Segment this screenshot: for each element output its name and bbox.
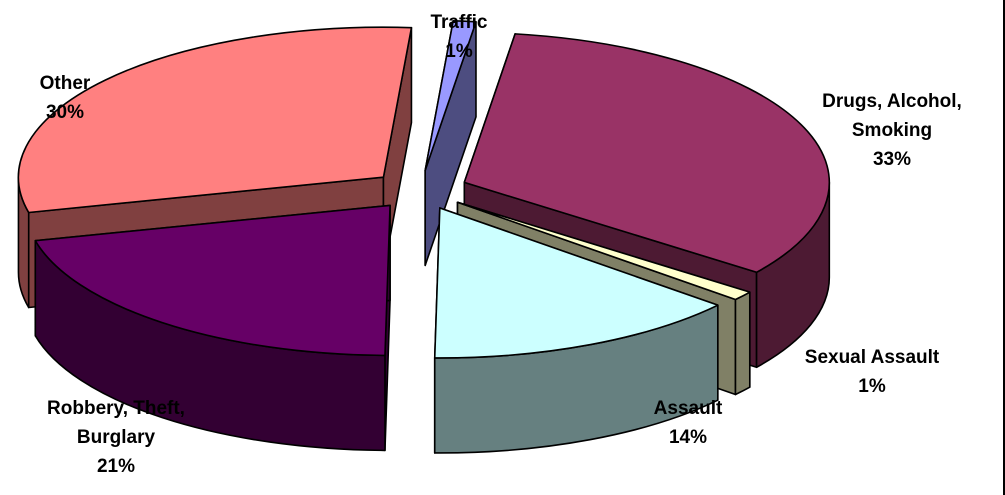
data-label-sexual-assault-name: Sexual Assault: [804, 347, 940, 368]
data-label-sexual-assault-percent: 1%: [858, 376, 886, 397]
slice-top-other: [17, 26, 413, 214]
data-label-robbery-name-line1: Robbery, Theft,: [47, 398, 185, 419]
slice-top-robbery-theft-burglary: [34, 204, 391, 357]
data-label-robbery-name-line2: Burglary: [76, 427, 156, 448]
data-label-traffic: Traffic 1%: [404, 8, 514, 66]
slice-assault: [433, 207, 719, 454]
data-label-other: Other 30%: [0, 69, 130, 127]
data-label-assault-percent: 14%: [668, 427, 708, 448]
slice-top-sexual-assault: [456, 201, 751, 301]
data-label-sexual-assault: Sexual Assault 1%: [772, 343, 972, 401]
data-label-drugs-name-line1: Drugs, Alcohol,: [822, 91, 962, 112]
data-label-traffic-percent: 1%: [445, 41, 473, 62]
data-label-robbery-theft-burglary: Robbery, Theft, Burglary 21%: [6, 394, 226, 481]
data-label-assault-name: Assault: [653, 398, 723, 419]
slice-top-traffic: [424, 20, 477, 172]
data-label-traffic-name: Traffic: [430, 12, 488, 33]
slice-wall-sexual-assault: [734, 291, 751, 396]
data-label-other-name: Other: [39, 73, 91, 94]
slice-top-drugs-alcohol-smoking: [463, 33, 831, 274]
slice-traffic: [424, 20, 477, 267]
slice-robbery-theft-burglary: [34, 204, 391, 452]
data-label-robbery-percent: 21%: [96, 456, 136, 477]
data-label-assault: Assault 14%: [618, 394, 758, 452]
data-label-drugs-percent: 33%: [872, 149, 912, 170]
slice-top-assault: [433, 207, 719, 359]
data-label-other-percent: 30%: [45, 102, 85, 123]
data-label-drugs-alcohol-smoking: Drugs, Alcohol, Smoking 33%: [792, 87, 992, 174]
data-label-drugs-name-line2: Smoking: [851, 120, 933, 141]
